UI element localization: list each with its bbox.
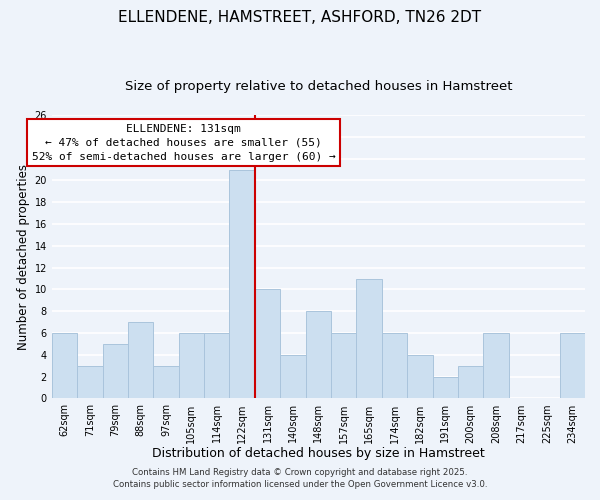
- Bar: [255, 290, 280, 399]
- Bar: [229, 170, 255, 398]
- Bar: [484, 333, 509, 398]
- Title: Size of property relative to detached houses in Hamstreet: Size of property relative to detached ho…: [125, 80, 512, 93]
- Bar: [331, 333, 356, 398]
- Bar: [77, 366, 103, 398]
- Bar: [433, 376, 458, 398]
- Bar: [128, 322, 154, 398]
- X-axis label: Distribution of detached houses by size in Hamstreet: Distribution of detached houses by size …: [152, 447, 485, 460]
- Bar: [407, 355, 433, 399]
- Bar: [154, 366, 179, 398]
- Bar: [382, 333, 407, 398]
- Bar: [458, 366, 484, 398]
- Y-axis label: Number of detached properties: Number of detached properties: [17, 164, 30, 350]
- Bar: [356, 278, 382, 398]
- Text: ELLENDENE: 131sqm
← 47% of detached houses are smaller (55)
52% of semi-detached: ELLENDENE: 131sqm ← 47% of detached hous…: [32, 124, 335, 162]
- Text: Contains HM Land Registry data © Crown copyright and database right 2025.
Contai: Contains HM Land Registry data © Crown c…: [113, 468, 487, 489]
- Bar: [560, 333, 585, 398]
- Text: ELLENDENE, HAMSTREET, ASHFORD, TN26 2DT: ELLENDENE, HAMSTREET, ASHFORD, TN26 2DT: [118, 10, 482, 25]
- Bar: [204, 333, 229, 398]
- Bar: [179, 333, 204, 398]
- Bar: [52, 333, 77, 398]
- Bar: [280, 355, 305, 399]
- Bar: [305, 311, 331, 398]
- Bar: [103, 344, 128, 399]
